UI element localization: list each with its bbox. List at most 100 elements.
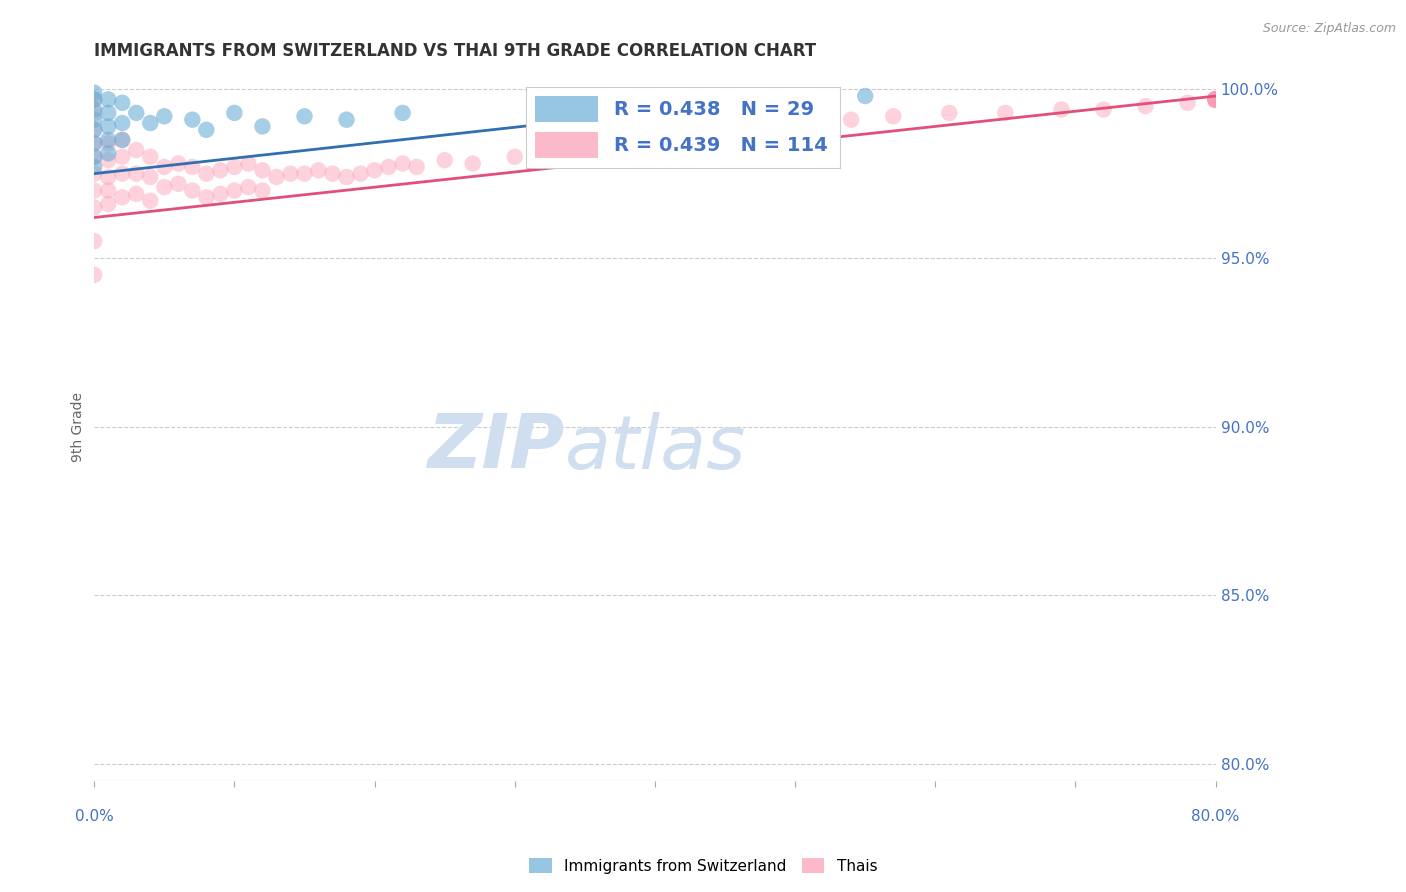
Text: atlas: atlas [565, 412, 747, 484]
Point [111, 95, 134, 110]
Point [308, 163, 330, 178]
Point [224, 160, 246, 174]
Point [1135, 99, 1157, 113]
Point [1205, 92, 1227, 106]
Point [335, 112, 357, 127]
Point [111, 167, 134, 181]
Point [97, 153, 120, 168]
Point [349, 167, 371, 181]
Point [266, 169, 288, 184]
Point [83, 150, 105, 164]
Point [1205, 92, 1227, 106]
Point [1205, 92, 1227, 106]
Point [83, 123, 105, 137]
Point [853, 89, 876, 103]
Point [322, 167, 344, 181]
Point [839, 112, 862, 127]
Point [335, 169, 357, 184]
Point [1205, 92, 1227, 106]
Point [1205, 92, 1227, 106]
Point [97, 136, 120, 151]
Point [503, 150, 526, 164]
Point [195, 190, 218, 204]
Point [111, 116, 134, 130]
Point [1205, 92, 1227, 106]
Point [111, 150, 134, 164]
Text: Source: ZipAtlas.com: Source: ZipAtlas.com [1263, 22, 1396, 36]
Point [1205, 92, 1227, 106]
Point [83, 103, 105, 117]
Point [125, 143, 148, 157]
Point [1205, 92, 1227, 106]
Point [238, 180, 260, 194]
Text: IMMIGRANTS FROM SWITZERLAND VS THAI 9TH GRADE CORRELATION CHART: IMMIGRANTS FROM SWITZERLAND VS THAI 9TH … [94, 42, 817, 60]
Point [1205, 92, 1227, 106]
Point [111, 190, 134, 204]
Point [97, 169, 120, 184]
Point [363, 163, 385, 178]
Point [461, 156, 484, 170]
Point [167, 156, 190, 170]
Point [588, 143, 610, 157]
Legend: Immigrants from Switzerland, Thais: Immigrants from Switzerland, Thais [523, 852, 883, 880]
Point [1205, 92, 1227, 106]
Point [83, 106, 105, 120]
Point [1205, 92, 1227, 106]
Point [1205, 92, 1227, 106]
Point [1205, 92, 1227, 106]
Point [1205, 92, 1227, 106]
Point [111, 133, 134, 147]
Point [209, 163, 232, 178]
Point [83, 234, 105, 248]
Point [153, 180, 176, 194]
Point [83, 136, 105, 151]
Point [574, 95, 596, 110]
Point [1205, 92, 1227, 106]
Point [139, 116, 162, 130]
Point [785, 116, 807, 130]
Point [83, 92, 105, 106]
Point [1205, 92, 1227, 106]
Point [125, 186, 148, 201]
Point [1205, 92, 1227, 106]
Text: 80.0%: 80.0% [1191, 809, 1240, 824]
Point [1205, 92, 1227, 106]
Point [546, 146, 568, 161]
Point [1205, 92, 1227, 106]
Point [714, 92, 737, 106]
Point [1205, 92, 1227, 106]
Point [111, 133, 134, 147]
Point [83, 184, 105, 198]
Point [644, 136, 666, 151]
Point [1205, 92, 1227, 106]
Point [209, 186, 232, 201]
Point [83, 167, 105, 181]
Point [742, 123, 765, 137]
Point [252, 120, 274, 134]
Point [83, 150, 105, 164]
Point [405, 160, 427, 174]
Text: ZIP: ZIP [427, 411, 565, 484]
Point [1205, 92, 1227, 106]
Point [1205, 92, 1227, 106]
Point [391, 106, 413, 120]
Point [391, 156, 413, 170]
Y-axis label: 9th Grade: 9th Grade [72, 392, 86, 462]
Point [224, 106, 246, 120]
Point [97, 146, 120, 161]
Point [139, 194, 162, 208]
Point [83, 160, 105, 174]
Point [83, 201, 105, 215]
Point [97, 106, 120, 120]
Point [1205, 92, 1227, 106]
Point [1205, 92, 1227, 106]
Point [1205, 92, 1227, 106]
Point [1205, 92, 1227, 106]
Point [938, 106, 960, 120]
Point [433, 153, 456, 168]
Point [1205, 92, 1227, 106]
Point [294, 109, 316, 123]
Point [125, 167, 148, 181]
Point [195, 167, 218, 181]
Point [238, 156, 260, 170]
